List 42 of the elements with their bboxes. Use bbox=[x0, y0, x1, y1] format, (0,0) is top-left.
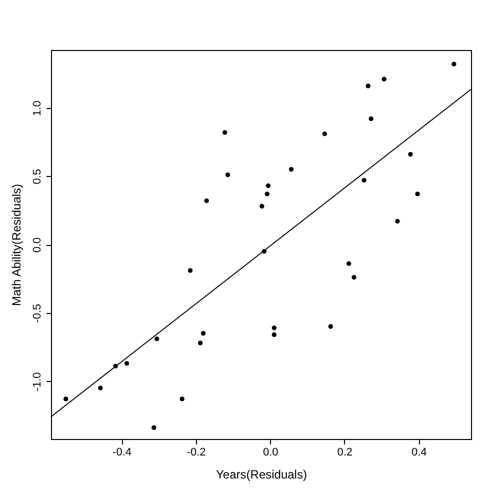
point bbox=[322, 131, 328, 136]
point bbox=[368, 116, 374, 122]
y-tick-label: -0.5 bbox=[32, 304, 44, 323]
point bbox=[198, 340, 203, 346]
point bbox=[328, 324, 333, 329]
x-tick-label: 0.2 bbox=[337, 446, 353, 458]
point bbox=[204, 198, 209, 204]
point bbox=[188, 268, 193, 273]
point bbox=[124, 361, 130, 366]
point bbox=[154, 336, 160, 342]
point bbox=[200, 331, 206, 336]
y-tick-label: -1.0 bbox=[32, 372, 44, 392]
point bbox=[362, 178, 366, 183]
point bbox=[288, 166, 294, 172]
point bbox=[225, 172, 230, 178]
y-axis-title: Math Ability(Residuals) bbox=[10, 184, 24, 306]
point bbox=[382, 76, 386, 82]
point bbox=[98, 386, 103, 390]
point bbox=[272, 332, 277, 338]
x-tick-label: 0.0 bbox=[262, 446, 278, 458]
x-tick-label: -0.2 bbox=[186, 446, 206, 458]
x-tick-label: -0.4 bbox=[112, 446, 132, 458]
point bbox=[264, 192, 270, 196]
point bbox=[366, 84, 370, 88]
point bbox=[408, 152, 413, 157]
point bbox=[152, 425, 156, 430]
point bbox=[222, 130, 228, 135]
y-tick-label: 1.0 bbox=[32, 100, 44, 116]
point bbox=[272, 326, 277, 330]
point bbox=[395, 218, 400, 224]
point bbox=[415, 192, 420, 196]
point bbox=[452, 62, 456, 66]
x-axis-title: Years(Residuals) bbox=[216, 468, 307, 482]
y-tick-label: 0.0 bbox=[32, 237, 44, 253]
point bbox=[346, 261, 352, 266]
point bbox=[180, 396, 184, 402]
y-tick-label: 0.5 bbox=[32, 169, 44, 184]
x-tick-label: 0.4 bbox=[411, 446, 427, 458]
point bbox=[266, 183, 271, 188]
point bbox=[260, 204, 264, 209]
point bbox=[64, 396, 68, 402]
point bbox=[352, 274, 356, 280]
